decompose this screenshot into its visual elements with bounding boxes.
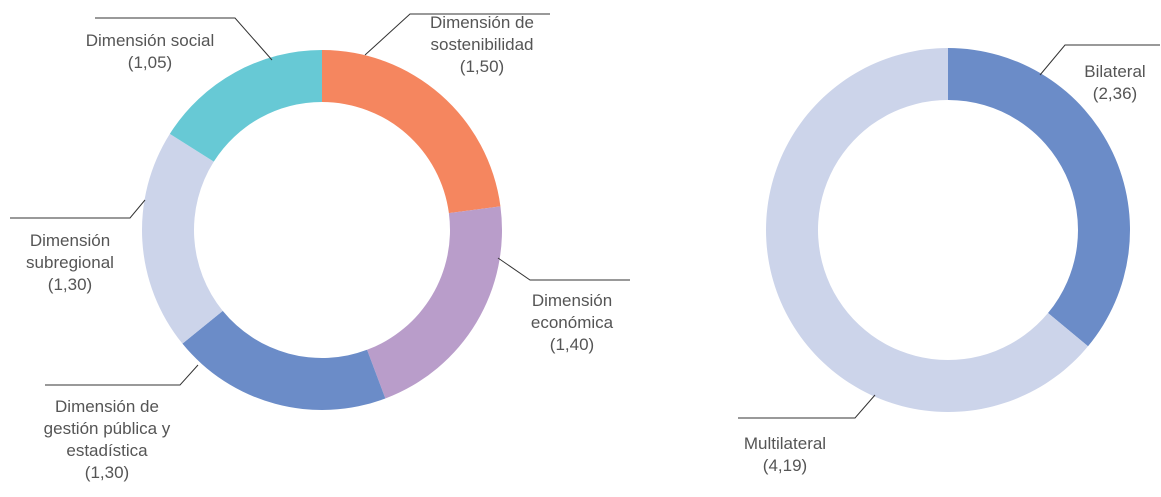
value-label: (1,05) [127,53,173,72]
donut-segment [142,133,223,344]
segment-label: Dimensión subregional (1,30) [5,230,135,296]
leader-line [738,394,876,419]
segment-label: Dimensión económica (1,40) [507,290,637,356]
segment-label: Dimensión social (1,05) [85,30,215,74]
leader-line [45,364,199,386]
segment-label: Bilateral (2,36) [1065,61,1161,105]
donut-segment [322,50,501,214]
category-label: Dimensión social [85,31,215,50]
leader-line [1039,44,1160,76]
donut-segment [948,48,1130,347]
leader-line [497,257,630,281]
leader-line [95,17,273,61]
leader-line [10,199,146,219]
donut-segment [766,48,1089,413]
value-label: (1,30) [47,275,93,294]
category-label: Multilateral [743,434,827,453]
donut-segment [182,310,386,411]
category-label: Dimensión subregional [26,231,114,272]
category-label: Dimensión económica [530,291,614,332]
category-label: Bilateral [1084,62,1146,81]
category-label: Dimensión de gestión pública y estadísti… [43,397,171,460]
leader-line [364,13,550,56]
segment-label: Dimensión de gestión pública y estadísti… [27,396,187,484]
value-label: (2,36) [1092,84,1138,103]
value-label: (4,19) [762,456,808,475]
segment-label: Dimensión de sostenibilidad (1,50) [407,12,557,78]
value-label: (1,40) [549,335,595,354]
segment-label: Multilateral (4,19) [725,433,845,477]
donut-segment [367,206,502,399]
value-label: (1,50) [459,57,505,76]
donut-segment [169,50,322,162]
category-label: Dimensión de sostenibilidad [430,13,534,54]
value-label: (1,30) [84,463,130,482]
